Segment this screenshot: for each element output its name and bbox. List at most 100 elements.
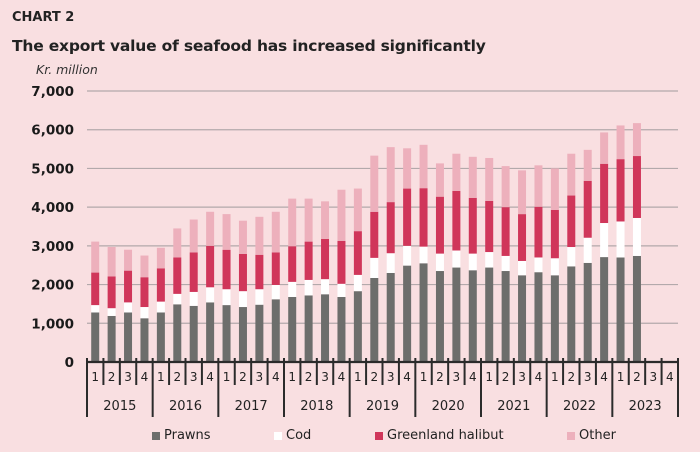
quarter-label: 1 bbox=[617, 370, 625, 384]
bar-prawns-2019Q4 bbox=[403, 265, 412, 362]
bar-other-2019Q2 bbox=[370, 155, 379, 212]
bar-prawns-2015Q2 bbox=[107, 315, 116, 362]
bar-greenland-halibut-2016Q4 bbox=[206, 245, 215, 288]
legend-swatch-greenland-halibut bbox=[375, 431, 383, 440]
bar-other-2019Q1 bbox=[353, 188, 362, 232]
bar-prawns-2016Q4 bbox=[206, 302, 215, 362]
bar-cod-2021Q2 bbox=[501, 255, 510, 272]
legend-item-other: Other bbox=[567, 428, 616, 443]
year-label: 2016 bbox=[169, 399, 202, 414]
quarter-label: 2 bbox=[567, 370, 575, 384]
bar-prawns-2022Q1 bbox=[550, 275, 559, 362]
bar-other-2021Q2 bbox=[501, 166, 510, 208]
bar-greenland-halibut-2019Q1 bbox=[353, 231, 362, 275]
quarter-label: 2 bbox=[108, 370, 116, 384]
quarter-label: 4 bbox=[535, 370, 543, 384]
bar-greenland-halibut-2017Q4 bbox=[271, 252, 280, 285]
bar-greenland-halibut-2019Q3 bbox=[386, 202, 395, 254]
y-tick-label: 2,000 bbox=[31, 278, 74, 294]
bar-greenland-halibut-2016Q3 bbox=[189, 252, 198, 292]
bar-other-2018Q3 bbox=[321, 201, 330, 239]
bar-other-2015Q2 bbox=[107, 247, 116, 277]
bar-greenland-halibut-2022Q3 bbox=[583, 180, 592, 238]
bar-cod-2019Q2 bbox=[370, 257, 379, 278]
bar-cod-2019Q3 bbox=[386, 253, 395, 273]
quarter-label: 1 bbox=[354, 370, 362, 384]
bar-other-2015Q1 bbox=[91, 241, 100, 273]
bar-other-2018Q1 bbox=[288, 198, 297, 247]
quarter-label: 3 bbox=[190, 370, 198, 384]
quarter-label: 4 bbox=[666, 370, 674, 384]
bar-other-2017Q1 bbox=[222, 214, 231, 250]
legend-item-prawns: Prawns bbox=[152, 428, 211, 443]
bar-other-2023Q1 bbox=[616, 125, 625, 160]
bar-greenland-halibut-2020Q3 bbox=[452, 190, 461, 251]
quarter-label: 4 bbox=[141, 370, 149, 384]
bar-other-2022Q4 bbox=[600, 132, 609, 164]
bar-greenland-halibut-2022Q2 bbox=[567, 195, 576, 248]
bar-prawns-2020Q3 bbox=[452, 267, 461, 362]
quarter-label: 3 bbox=[584, 370, 592, 384]
bar-cod-2018Q2 bbox=[304, 279, 313, 296]
bar-prawns-2016Q2 bbox=[173, 304, 182, 362]
bar-greenland-halibut-2023Q1 bbox=[616, 159, 625, 222]
bar-cod-2017Q1 bbox=[222, 289, 231, 306]
bar-other-2016Q4 bbox=[206, 211, 215, 246]
bar-greenland-halibut-2018Q1 bbox=[288, 246, 297, 282]
bar-cod-2016Q3 bbox=[189, 291, 198, 306]
bar-prawns-2017Q3 bbox=[255, 304, 264, 362]
bar-greenland-halibut-2021Q4 bbox=[534, 206, 543, 258]
y-tick-label: 4,000 bbox=[31, 200, 74, 216]
legend-label-cod: Cod bbox=[286, 428, 312, 443]
quarter-label: 3 bbox=[518, 370, 526, 384]
quarter-label: 3 bbox=[453, 370, 461, 384]
bar-cod-2017Q3 bbox=[255, 289, 264, 305]
bar-prawns-2022Q4 bbox=[600, 257, 609, 362]
bar-other-2020Q1 bbox=[419, 144, 428, 189]
bar-other-2022Q2 bbox=[567, 153, 576, 196]
y-tick-label: 1,000 bbox=[31, 316, 74, 332]
bar-prawns-2021Q3 bbox=[518, 275, 527, 362]
bar-greenland-halibut-2015Q2 bbox=[107, 276, 116, 309]
year-label: 2020 bbox=[432, 399, 465, 414]
quarter-label: 2 bbox=[239, 370, 247, 384]
bar-cod-2021Q3 bbox=[518, 260, 527, 276]
bar-greenland-halibut-2018Q2 bbox=[304, 241, 313, 280]
quarter-label: 4 bbox=[600, 370, 608, 384]
legend-swatch-other bbox=[567, 431, 575, 440]
bar-prawns-2016Q3 bbox=[189, 305, 198, 362]
bar-other-2022Q3 bbox=[583, 149, 592, 181]
bar-cod-2023Q2 bbox=[632, 217, 641, 256]
bar-other-2015Q3 bbox=[124, 249, 133, 271]
bar-greenland-halibut-2015Q4 bbox=[140, 277, 149, 308]
bar-other-2023Q2 bbox=[632, 123, 641, 157]
year-label: 2015 bbox=[103, 399, 136, 414]
bar-cod-2021Q1 bbox=[485, 252, 494, 268]
bar-greenland-halibut-2019Q2 bbox=[370, 211, 379, 258]
bar-prawns-2019Q2 bbox=[370, 277, 379, 362]
quarter-label: 1 bbox=[157, 370, 165, 384]
bar-greenland-halibut-2021Q3 bbox=[518, 214, 527, 261]
bar-other-2021Q4 bbox=[534, 165, 543, 207]
bar-greenland-halibut-2020Q1 bbox=[419, 188, 428, 247]
legend-item-cod: Cod bbox=[274, 428, 311, 443]
bar-prawns-2018Q3 bbox=[321, 294, 330, 362]
bar-other-2016Q3 bbox=[189, 219, 198, 253]
bar-other-2020Q3 bbox=[452, 153, 461, 191]
bar-prawns-2015Q3 bbox=[124, 312, 133, 362]
bar-cod-2020Q3 bbox=[452, 250, 461, 268]
bar-greenland-halibut-2020Q4 bbox=[468, 197, 477, 254]
bar-prawns-2018Q4 bbox=[337, 296, 346, 362]
bar-other-2021Q3 bbox=[518, 170, 527, 215]
bar-prawns-2018Q1 bbox=[288, 296, 297, 362]
bar-prawns-2022Q3 bbox=[583, 262, 592, 362]
bar-cod-2018Q3 bbox=[321, 279, 330, 295]
bar-greenland-halibut-2015Q3 bbox=[124, 270, 133, 303]
bar-other-2015Q4 bbox=[140, 255, 149, 278]
bar-prawns-2015Q4 bbox=[140, 318, 149, 362]
quarter-label: 2 bbox=[633, 370, 641, 384]
quarter-label: 3 bbox=[321, 370, 329, 384]
bar-cod-2017Q4 bbox=[271, 284, 280, 300]
quarter-label: 1 bbox=[223, 370, 231, 384]
